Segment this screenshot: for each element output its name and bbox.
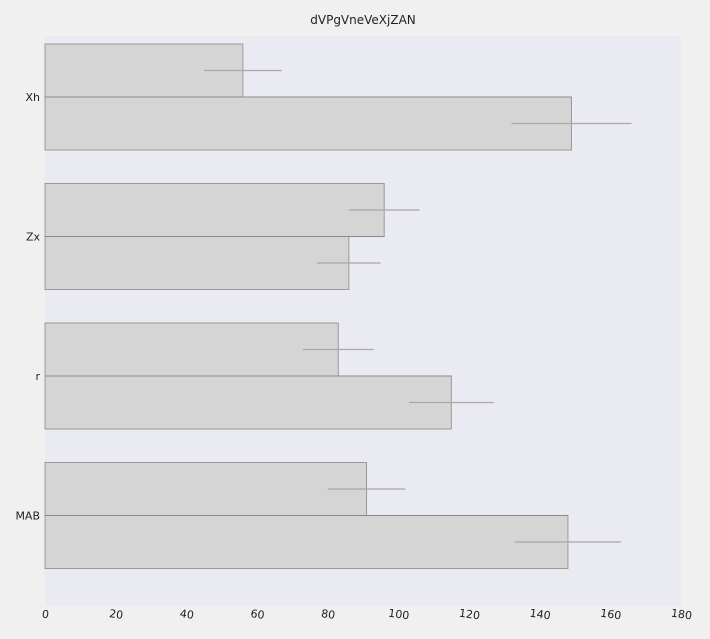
bar (44, 462, 368, 516)
y-axis-labels: Xh Zx r MAB (15, 91, 40, 523)
x-tick-label: 100 (388, 607, 411, 623)
x-tick-label: 60 (250, 607, 266, 622)
x-tick-label: 20 (108, 607, 124, 622)
x-tick-label: 140 (529, 607, 552, 623)
x-tick-label: 160 (600, 607, 623, 623)
bar (44, 236, 350, 290)
y-tick-label: Xh (25, 91, 40, 104)
bars-layer (44, 43, 572, 569)
x-tick-label: 80 (320, 607, 336, 622)
x-tick-label: 0 (41, 608, 50, 622)
y-tick-label: Zx (26, 231, 41, 244)
y-tick-label: r (35, 370, 40, 383)
bar (44, 96, 572, 151)
error-bars-layer (204, 69, 632, 543)
chart-title: dVPgVneVeXjZAN (310, 13, 416, 27)
bar (44, 322, 339, 377)
x-tick-label: 180 (670, 607, 693, 623)
bar (44, 183, 385, 237)
bar (44, 515, 569, 569)
category-lines-layer (45, 96, 572, 516)
x-tick-label: 40 (179, 607, 195, 622)
y-tick-label: MAB (15, 510, 40, 523)
x-axis-ticks: 0 20 40 60 80 100 120 140 160 180 (41, 607, 693, 623)
x-tick-label: 120 (458, 607, 481, 623)
bar (44, 375, 452, 430)
